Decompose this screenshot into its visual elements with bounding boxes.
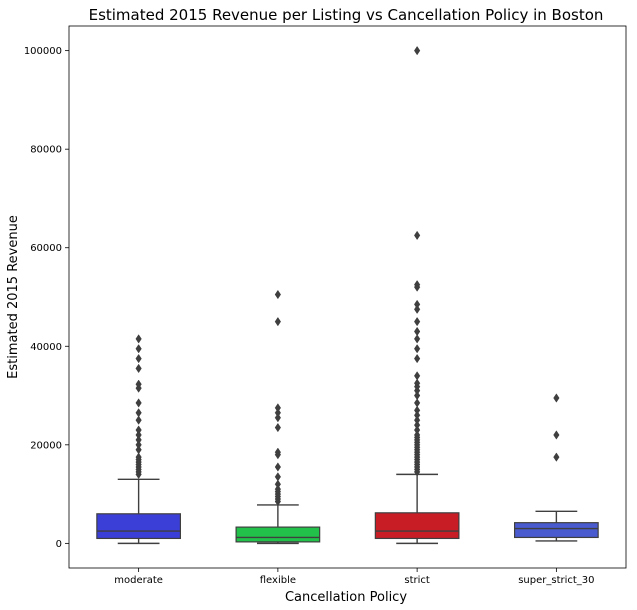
x-tick-label: flexible: [260, 575, 296, 586]
outlier-point: [414, 398, 421, 408]
box-strict: [374, 45, 460, 545]
x-tick-label: super_strict_30: [518, 575, 594, 586]
outlier-point: [135, 353, 142, 364]
outlier-point: [274, 403, 281, 413]
outlier-point: [414, 390, 421, 401]
outlier-point: [414, 353, 421, 364]
outlier-point: [135, 430, 142, 440]
box-moderate: [96, 334, 182, 545]
box-series: [96, 45, 599, 545]
outlier-point: [274, 408, 281, 418]
outlier-point: [274, 479, 281, 489]
outlier-point: [414, 326, 421, 337]
x-tick-label: moderate: [114, 575, 163, 586]
outlier-point: [553, 430, 560, 440]
outlier-point: [135, 408, 142, 418]
outlier-point: [414, 425, 421, 435]
outlier-point: [414, 420, 421, 430]
plot-frame: [68, 25, 627, 569]
y-tick-label: 40000: [30, 342, 62, 353]
outlier-point: [414, 230, 421, 241]
outlier-point: [414, 299, 421, 310]
outlier-point: [414, 405, 421, 415]
outlier-point: [135, 334, 142, 344]
iqr-box: [374, 512, 460, 540]
outlier-point: [135, 445, 142, 455]
outlier-point: [414, 316, 421, 327]
outlier-point: [274, 413, 281, 423]
chart-title: Estimated 2015 Revenue per Listing vs Ca…: [89, 6, 604, 24]
x-axis-title: Cancellation Policy: [285, 590, 407, 605]
outlier-point: [274, 484, 281, 494]
outlier-point: [414, 334, 421, 344]
outlier-point: [135, 440, 142, 450]
outlier-point: [414, 304, 421, 314]
outlier-point: [553, 452, 560, 462]
outlier-point: [414, 410, 421, 420]
y-tick-label: 20000: [30, 440, 62, 451]
outlier-point: [414, 280, 421, 290]
y-axis: 0 20000 40000 60000 80000 100000: [24, 46, 69, 550]
y-tick-label: 60000: [30, 243, 62, 254]
y-tick-label: 0: [56, 539, 62, 550]
outlier-point: [274, 447, 281, 457]
outlier-point: [135, 344, 142, 354]
iqr-box: [96, 513, 182, 540]
outlier-point: [135, 379, 142, 389]
outlier-point: [135, 415, 142, 425]
outlier-point: [414, 45, 421, 56]
outlier-point: [414, 430, 421, 440]
box-flexible: [235, 289, 321, 545]
outlier-point: [553, 393, 560, 403]
outlier-point: [135, 398, 142, 408]
outlier-point: [274, 316, 281, 327]
outlier-point: [414, 378, 421, 388]
x-tick-label: strict: [404, 575, 430, 586]
outlier-point: [274, 462, 281, 472]
outlier-point: [274, 472, 281, 482]
outlier-point: [414, 415, 421, 425]
outlier-point: [135, 435, 142, 445]
outlier-point: [274, 422, 281, 433]
x-axis: moderate flexible strict super_strict_30: [114, 568, 595, 586]
outlier-point: [414, 344, 421, 354]
outlier-point: [274, 289, 281, 300]
outlier-point: [414, 371, 421, 381]
outlier-point: [135, 425, 142, 435]
iqr-box: [513, 522, 599, 539]
iqr-box: [235, 526, 321, 543]
outlier-point: [135, 363, 142, 374]
y-tick-label: 100000: [24, 46, 62, 57]
y-tick-label: 80000: [30, 145, 62, 156]
box-super_strict_30: [513, 393, 599, 542]
y-axis-title: Estimated 2015 Revenue: [6, 215, 21, 379]
outlier-point: [135, 452, 142, 462]
